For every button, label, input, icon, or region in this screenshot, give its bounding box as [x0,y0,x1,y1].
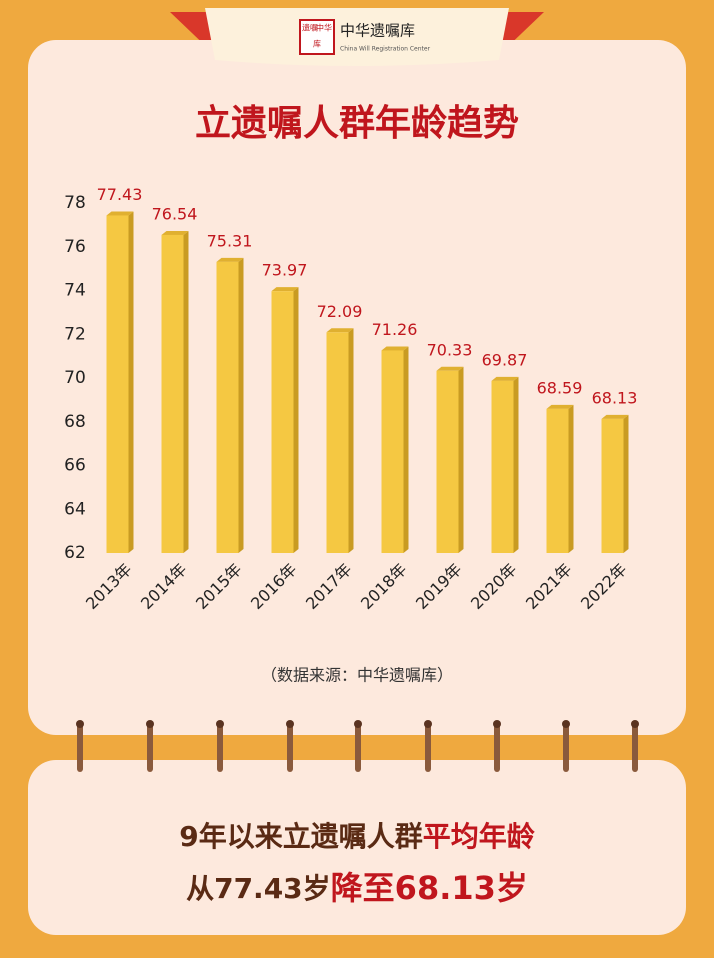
ring [563,722,569,772]
y-tick-label: 66 [64,456,86,476]
summary-highlight: 平均年龄 [423,820,536,853]
chart-card [28,40,686,735]
summary-card [28,760,686,935]
bar [106,211,134,553]
seal-text: 中华 [316,23,332,33]
bar-top [216,257,244,262]
source: （数据来源：中华遗嘱库） [261,666,453,685]
bar-top [381,346,409,351]
y-tick-label: 72 [64,324,86,344]
bar-side [128,211,134,553]
bar-side [623,414,629,553]
bar-front [601,418,624,553]
ring [355,722,361,772]
banner [205,8,509,66]
bar [436,366,464,553]
bar-top [436,366,464,371]
ring [217,722,223,772]
bar-top [491,376,519,381]
ring-hole [562,720,570,728]
bar-top [546,404,574,409]
bar-front [161,234,184,553]
ring-hole [146,720,154,728]
value-label: 72.09 [317,302,363,321]
y-tick-label: 68 [64,412,86,432]
bar-front [106,215,129,553]
bar [216,257,244,553]
value-label: 70.33 [427,340,473,359]
bar-side [293,287,299,553]
bar-side [458,366,464,553]
y-tick-label: 74 [64,281,86,301]
bar-top [326,328,354,333]
seal-text: 遗嘱 [302,23,318,33]
y-tick-label: 70 [64,368,86,388]
bar-front [436,370,459,553]
value-label: 69.87 [482,350,528,369]
bar-side [348,328,354,553]
bar [161,230,189,553]
ring [632,722,638,772]
value-label: 75.31 [207,231,253,250]
seal [299,19,335,55]
bar-front [491,380,514,553]
value-label: 71.26 [372,320,418,339]
summary-text: 9年以来立遗嘱人群 [179,820,422,853]
ring-hole [286,720,294,728]
bar-front [546,408,569,553]
bar [491,376,519,553]
ring [425,722,431,772]
bar [326,328,354,553]
bar-side [568,404,574,553]
logo-text: 中华遗嘱库 [340,22,415,40]
y-tick-label: 76 [64,237,86,257]
bar-top [271,287,299,292]
bar-side [238,257,244,553]
value-label: 77.43 [97,185,143,204]
value-label: 68.59 [537,378,583,397]
seal-text: 库 [313,39,321,49]
bar-front [271,291,294,553]
ring [77,722,83,772]
ring-hole [216,720,224,728]
bar [601,414,629,553]
ring [494,722,500,772]
value-label: 73.97 [262,261,308,280]
bar-top [106,211,134,216]
value-label: 76.54 [152,204,198,223]
bar [546,404,574,553]
logo-subtitle: China Will Registration Center [340,46,431,53]
summary-line: 从77.43岁降至68.13岁 [186,869,528,907]
ring-hole [76,720,84,728]
bar-front [381,350,404,553]
bar [381,346,409,553]
summary-line: 9年以来立遗嘱人群平均年龄 [179,820,535,853]
ring-hole [354,720,362,728]
bar-front [326,332,349,553]
bar-side [403,346,409,553]
y-tick-label: 62 [64,543,86,563]
ring-hole [631,720,639,728]
bar-front [216,261,239,553]
chart-title: 立遗嘱人群年龄趋势 [195,103,519,144]
bar-side [513,376,519,553]
bar-top [161,230,189,235]
ring [287,722,293,772]
bar [271,287,299,553]
ring-hole [424,720,432,728]
bar-side [183,230,189,553]
summary-text: 从77.43岁 [186,872,331,905]
bar-top [601,414,629,419]
summary-highlight: 降至68.13岁 [331,869,528,907]
y-tick-label: 64 [64,499,86,519]
ring-hole [493,720,501,728]
value-label: 68.13 [592,388,638,407]
ring [147,722,153,772]
y-tick-label: 78 [64,193,86,213]
